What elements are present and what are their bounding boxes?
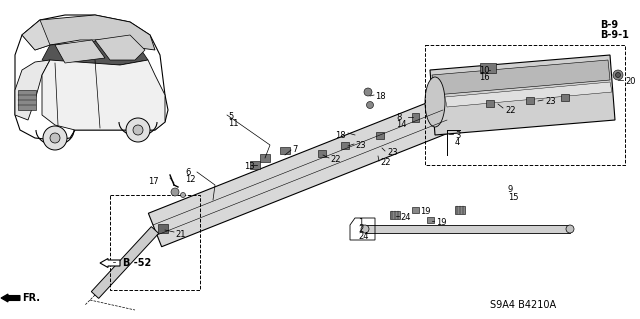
Polygon shape <box>15 60 50 120</box>
Text: 23: 23 <box>545 97 556 106</box>
Bar <box>455 206 465 214</box>
Bar <box>412 207 419 213</box>
Text: 15: 15 <box>508 193 518 202</box>
Bar <box>426 217 433 223</box>
Text: B-9: B-9 <box>600 20 618 30</box>
Text: B -52: B -52 <box>123 258 151 268</box>
Text: 7: 7 <box>292 145 298 154</box>
Text: 22: 22 <box>505 106 515 115</box>
Polygon shape <box>22 20 50 50</box>
Polygon shape <box>22 15 155 50</box>
Circle shape <box>180 192 186 197</box>
Circle shape <box>50 133 60 143</box>
Text: 1: 1 <box>358 218 364 227</box>
Text: 4: 4 <box>455 138 460 147</box>
Circle shape <box>364 88 372 96</box>
Text: 20: 20 <box>625 77 636 86</box>
Text: 12: 12 <box>185 175 195 184</box>
Circle shape <box>133 125 143 135</box>
Ellipse shape <box>566 225 574 233</box>
Bar <box>250 161 260 169</box>
Text: B-9-1: B-9-1 <box>600 30 629 40</box>
Circle shape <box>43 126 67 150</box>
Ellipse shape <box>425 77 445 127</box>
Text: 22: 22 <box>380 158 390 167</box>
Text: 14: 14 <box>396 120 406 129</box>
Text: 2: 2 <box>358 225 364 234</box>
Text: 18: 18 <box>375 92 386 101</box>
Text: 17: 17 <box>148 177 159 186</box>
Bar <box>365 225 570 233</box>
Text: 21: 21 <box>175 230 186 239</box>
Text: S9A4 B4210A: S9A4 B4210A <box>490 300 556 310</box>
Polygon shape <box>55 40 105 63</box>
Bar <box>318 150 326 157</box>
Polygon shape <box>15 15 168 140</box>
Text: 13: 13 <box>244 162 255 171</box>
Text: 24: 24 <box>400 213 410 222</box>
Text: 10: 10 <box>479 66 490 75</box>
Polygon shape <box>92 226 159 298</box>
Polygon shape <box>42 40 148 65</box>
Bar <box>425 45 625 165</box>
Polygon shape <box>432 60 610 95</box>
Polygon shape <box>148 98 452 247</box>
Circle shape <box>171 188 179 196</box>
Bar <box>260 154 270 162</box>
Text: 5: 5 <box>228 112 233 121</box>
Bar <box>280 146 290 153</box>
Text: 3: 3 <box>455 131 460 140</box>
Text: 19: 19 <box>436 218 447 227</box>
Text: 9: 9 <box>508 185 513 194</box>
Circle shape <box>613 70 623 80</box>
Text: 11: 11 <box>228 119 239 128</box>
Bar <box>561 93 569 100</box>
Text: FR.: FR. <box>22 293 40 303</box>
Bar <box>18 90 36 110</box>
Text: 22: 22 <box>330 155 340 164</box>
Bar <box>376 131 384 138</box>
Bar <box>390 211 400 219</box>
Text: 16: 16 <box>479 73 490 82</box>
Text: 24: 24 <box>358 232 369 241</box>
Circle shape <box>616 72 621 78</box>
Text: 19: 19 <box>420 207 431 216</box>
Bar <box>110 195 200 290</box>
Polygon shape <box>430 55 615 135</box>
Circle shape <box>126 118 150 142</box>
Bar <box>526 97 534 103</box>
Text: 23: 23 <box>355 141 365 150</box>
Bar <box>158 224 168 233</box>
Polygon shape <box>95 35 145 60</box>
FancyArrow shape <box>1 294 20 302</box>
Text: 18: 18 <box>335 131 346 140</box>
Polygon shape <box>42 60 165 130</box>
Polygon shape <box>445 82 612 107</box>
Circle shape <box>367 101 374 108</box>
Bar <box>412 113 419 122</box>
Bar <box>480 63 496 73</box>
FancyArrow shape <box>100 258 120 268</box>
Ellipse shape <box>361 225 369 233</box>
Text: 8: 8 <box>396 113 401 122</box>
Text: 6: 6 <box>185 168 190 177</box>
Text: 23: 23 <box>387 148 397 157</box>
Bar <box>341 142 349 149</box>
Bar <box>486 100 494 107</box>
